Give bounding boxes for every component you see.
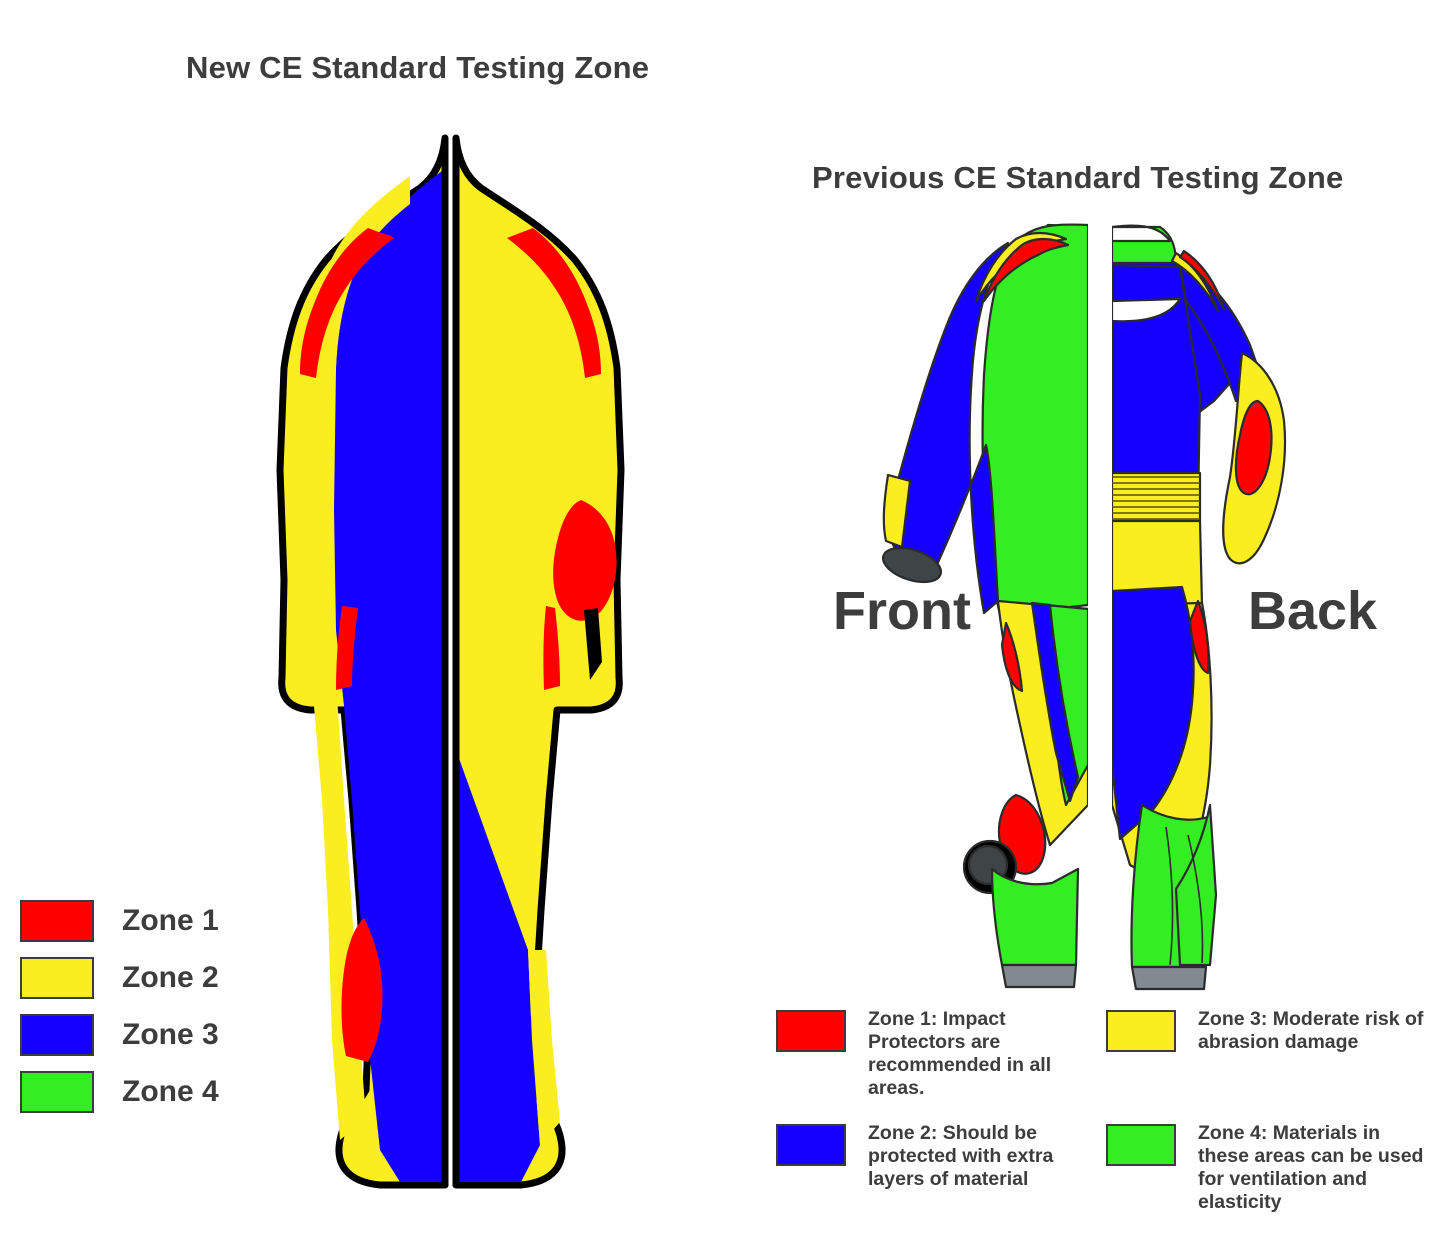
legend-label: Zone 2 — [122, 960, 219, 994]
zone-1-color-swatch — [776, 1010, 846, 1052]
zone-2-color-swatch — [20, 956, 94, 999]
zone-4-color-swatch — [20, 1070, 94, 1113]
zone-4-color-swatch — [1106, 1124, 1176, 1166]
zone-2-color-swatch — [776, 1124, 846, 1166]
page-title-new-standard: New CE Standard Testing Zone — [186, 50, 650, 85]
zone-3-color-swatch — [20, 1013, 94, 1056]
legend-item: Zone 3 — [20, 1012, 219, 1057]
human-body-zone-diagram — [276, 134, 625, 1189]
legend-description: Zone 1: Impact Protectors are recommende… — [868, 1008, 1052, 1099]
legend-description: Zone 3: Moderate risk of abrasion damage — [1198, 1008, 1424, 1053]
zone-3-color-swatch — [1106, 1010, 1176, 1052]
legend-item: Zone 1: Impact Protectors are recommende… — [776, 1008, 1106, 1100]
front-view-label: Front — [833, 581, 971, 641]
legend-item: Zone 2 — [20, 955, 219, 1000]
racing-suit-zone-diagram — [881, 219, 1287, 995]
legend-label: Zone 1 — [122, 903, 219, 937]
legend-label: Zone 3 — [122, 1017, 219, 1051]
legend-item: Zone 4: Materials in these areas can be … — [1106, 1122, 1436, 1214]
page-title-previous-standard: Previous CE Standard Testing Zone — [812, 160, 1344, 195]
legend-item: Zone 4 — [20, 1069, 219, 1114]
zone-legend-simple: Zone 1 Zone 2 Zone 3 Zone 4 — [20, 898, 219, 1126]
back-view-label: Back — [1248, 581, 1378, 641]
legend-description: Zone 2: Should be protected with extra l… — [868, 1122, 1054, 1190]
legend-item: Zone 2: Should be protected with extra l… — [776, 1122, 1106, 1214]
zone-1-color-swatch — [20, 899, 94, 942]
zone-legend-descriptive: Zone 1: Impact Protectors are recommende… — [776, 1008, 1436, 1236]
legend-description: Zone 4: Materials in these areas can be … — [1198, 1122, 1424, 1213]
legend-item: Zone 3: Moderate risk of abrasion damage — [1106, 1008, 1436, 1100]
legend-label: Zone 4 — [122, 1074, 219, 1108]
legend-item: Zone 1 — [20, 898, 219, 943]
